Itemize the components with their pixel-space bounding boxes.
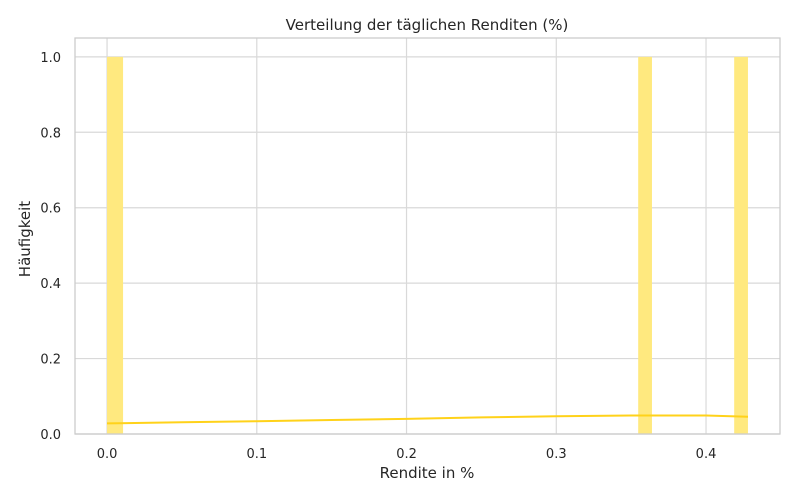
kde-line-layer: [106, 414, 749, 425]
x-axis-title: Rendite in %: [380, 464, 475, 482]
y-tick-label: 0.0: [40, 428, 61, 443]
y-tick-label: 0.4: [40, 277, 61, 292]
y-tick-label: 0.6: [40, 202, 61, 217]
y-tick-label: 0.2: [40, 353, 61, 368]
y-tick-label: 0.8: [40, 126, 61, 141]
y-tick-label: 1.0: [40, 51, 61, 66]
x-tick-label: 0.0: [97, 447, 118, 462]
y-tick-labels: 0.0 0.2 0.4 0.6 0.8 1.0: [40, 51, 61, 443]
histogram-bar: [638, 56, 652, 434]
bars-layer: [107, 56, 748, 434]
kde-line: [106, 414, 749, 425]
x-tick-label: 0.4: [696, 447, 717, 462]
histogram-bar: [734, 56, 748, 434]
x-tick-label: 0.3: [546, 447, 567, 462]
grid-layer: [75, 38, 780, 435]
chart-title: Verteilung der täglichen Renditen (%): [286, 16, 569, 34]
x-tick-labels: 0.0 0.1 0.2 0.3 0.4: [97, 447, 717, 462]
histogram-bar: [107, 56, 124, 434]
plot-frame: [74, 37, 781, 435]
x-tick-label: 0.2: [396, 447, 417, 462]
x-tick-label: 0.1: [246, 447, 267, 462]
y-axis-title: Häufigkeit: [16, 201, 34, 277]
